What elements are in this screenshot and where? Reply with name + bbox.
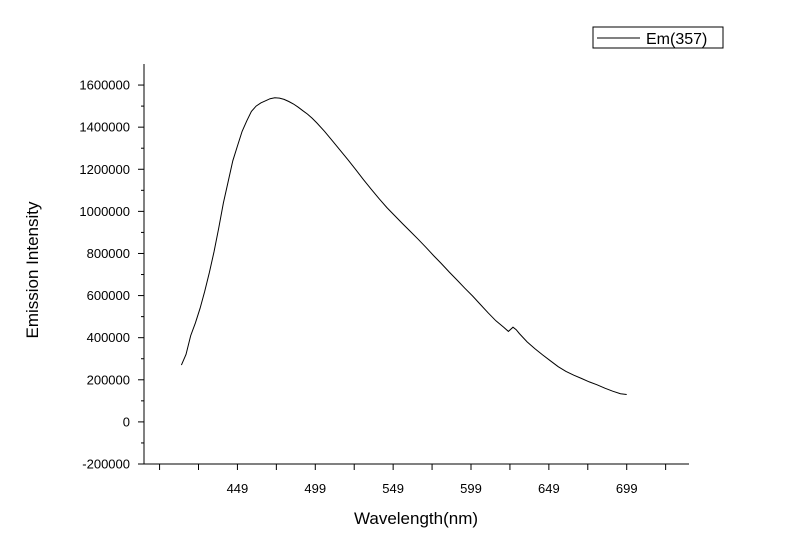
series-line-0 [180, 97, 627, 395]
x-tick-label: 649 [538, 481, 560, 496]
x-tick-label: 449 [227, 481, 249, 496]
y-tick-label: 800000 [87, 246, 130, 261]
x-tick-label: 549 [382, 481, 404, 496]
y-tick-label: -200000 [82, 457, 130, 472]
y-tick-label: 400000 [87, 330, 130, 345]
y-tick-label: 1400000 [79, 120, 130, 135]
legend-box [592, 26, 724, 49]
x-tick-label: 699 [616, 481, 638, 496]
plot-area [180, 97, 627, 395]
x-tick-label: 499 [304, 481, 326, 496]
y-tick-label: 1200000 [79, 162, 130, 177]
y-axis: -200000 0 200000 400000 600000 800000 1000000 1… [79, 64, 145, 472]
x-axis-title: Wavelength(nm) [354, 509, 478, 528]
y-tick-label: 200000 [87, 372, 130, 387]
y-tick-label: 1600000 [79, 78, 130, 93]
x-axis: 449 499 549 599 649 699 [144, 463, 689, 496]
x-tick-label: 599 [460, 481, 482, 496]
legend: Em(357) [592, 26, 724, 49]
y-tick-label: 1000000 [79, 204, 130, 219]
legend-label: Em(357) [646, 31, 707, 48]
y-tick-label: 600000 [87, 288, 130, 303]
y-tick-label: 0 [123, 414, 130, 429]
y-axis-title: Emission Intensity [23, 201, 42, 338]
